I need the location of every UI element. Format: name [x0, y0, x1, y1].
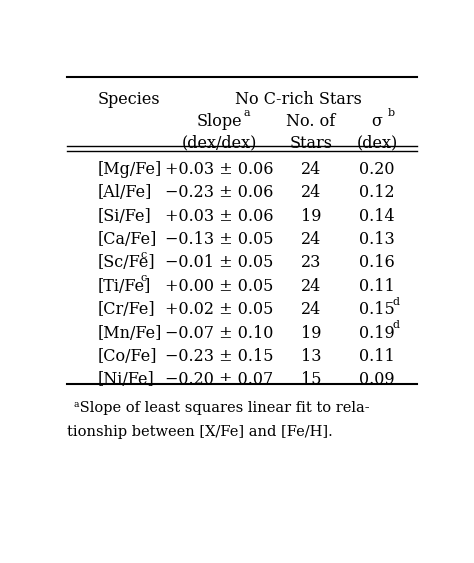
Text: c: c: [140, 274, 146, 284]
Text: No. of: No. of: [286, 113, 336, 130]
Text: −0.13 ± 0.05: −0.13 ± 0.05: [165, 231, 273, 248]
Text: 19: 19: [301, 208, 321, 225]
Text: +0.03 ± 0.06: +0.03 ± 0.06: [165, 208, 273, 225]
Text: [Ti/Fe]: [Ti/Fe]: [98, 278, 151, 295]
Text: 0.13: 0.13: [359, 231, 395, 248]
Text: 24: 24: [301, 301, 321, 318]
Text: [Mn/Fe]: [Mn/Fe]: [98, 325, 162, 342]
Text: ᵃSlope of least squares linear fit to rela-: ᵃSlope of least squares linear fit to re…: [74, 401, 370, 415]
Text: d: d: [392, 297, 400, 307]
Text: 0.14: 0.14: [359, 208, 395, 225]
Text: 19: 19: [301, 325, 321, 342]
Text: −0.20 ± 0.07: −0.20 ± 0.07: [165, 372, 273, 388]
Text: [Al/Fe]: [Al/Fe]: [98, 184, 152, 201]
Text: 0.09: 0.09: [359, 372, 395, 388]
Text: 0.16: 0.16: [359, 254, 395, 271]
Text: −0.01 ± 0.05: −0.01 ± 0.05: [165, 254, 273, 271]
Text: Species: Species: [98, 91, 160, 109]
Text: 13: 13: [301, 348, 321, 365]
Text: +0.03 ± 0.06: +0.03 ± 0.06: [165, 161, 273, 178]
Text: Slope: Slope: [196, 113, 242, 130]
Text: −0.23 ± 0.06: −0.23 ± 0.06: [165, 184, 273, 201]
Text: [Ca/Fe]: [Ca/Fe]: [98, 231, 157, 248]
Text: tionship between [X/Fe] and [Fe/H].: tionship between [X/Fe] and [Fe/H].: [66, 425, 332, 439]
Text: d: d: [392, 320, 400, 330]
Text: 15: 15: [301, 372, 321, 388]
Text: 0.20: 0.20: [359, 161, 395, 178]
Text: (dex/dex): (dex/dex): [182, 135, 257, 152]
Text: 0.15: 0.15: [359, 301, 395, 318]
Text: 24: 24: [301, 278, 321, 295]
Text: (dex): (dex): [356, 135, 398, 152]
Text: No C-rich Stars: No C-rich Stars: [235, 91, 362, 109]
Text: +0.02 ± 0.05: +0.02 ± 0.05: [165, 301, 273, 318]
Text: [Sc/Fe]: [Sc/Fe]: [98, 254, 155, 271]
Text: σ: σ: [372, 113, 383, 130]
Text: [Cr/Fe]: [Cr/Fe]: [98, 301, 155, 318]
Text: 0.11: 0.11: [359, 278, 395, 295]
Text: [Co/Fe]: [Co/Fe]: [98, 348, 157, 365]
Text: 24: 24: [301, 184, 321, 201]
Text: 24: 24: [301, 161, 321, 178]
Text: b: b: [387, 108, 394, 118]
Text: a: a: [243, 108, 250, 118]
Text: 0.11: 0.11: [359, 348, 395, 365]
Text: [Si/Fe]: [Si/Fe]: [98, 208, 152, 225]
Text: +0.00 ± 0.05: +0.00 ± 0.05: [165, 278, 273, 295]
Text: [Ni/Fe]: [Ni/Fe]: [98, 372, 155, 388]
Text: 24: 24: [301, 231, 321, 248]
Text: 0.19: 0.19: [359, 325, 395, 342]
Text: Stars: Stars: [290, 135, 332, 152]
Text: [Mg/Fe]: [Mg/Fe]: [98, 161, 162, 178]
Text: 0.12: 0.12: [359, 184, 395, 201]
Text: c: c: [140, 250, 146, 260]
Text: −0.07 ± 0.10: −0.07 ± 0.10: [165, 325, 273, 342]
Text: 23: 23: [301, 254, 321, 271]
Text: −0.23 ± 0.15: −0.23 ± 0.15: [165, 348, 273, 365]
